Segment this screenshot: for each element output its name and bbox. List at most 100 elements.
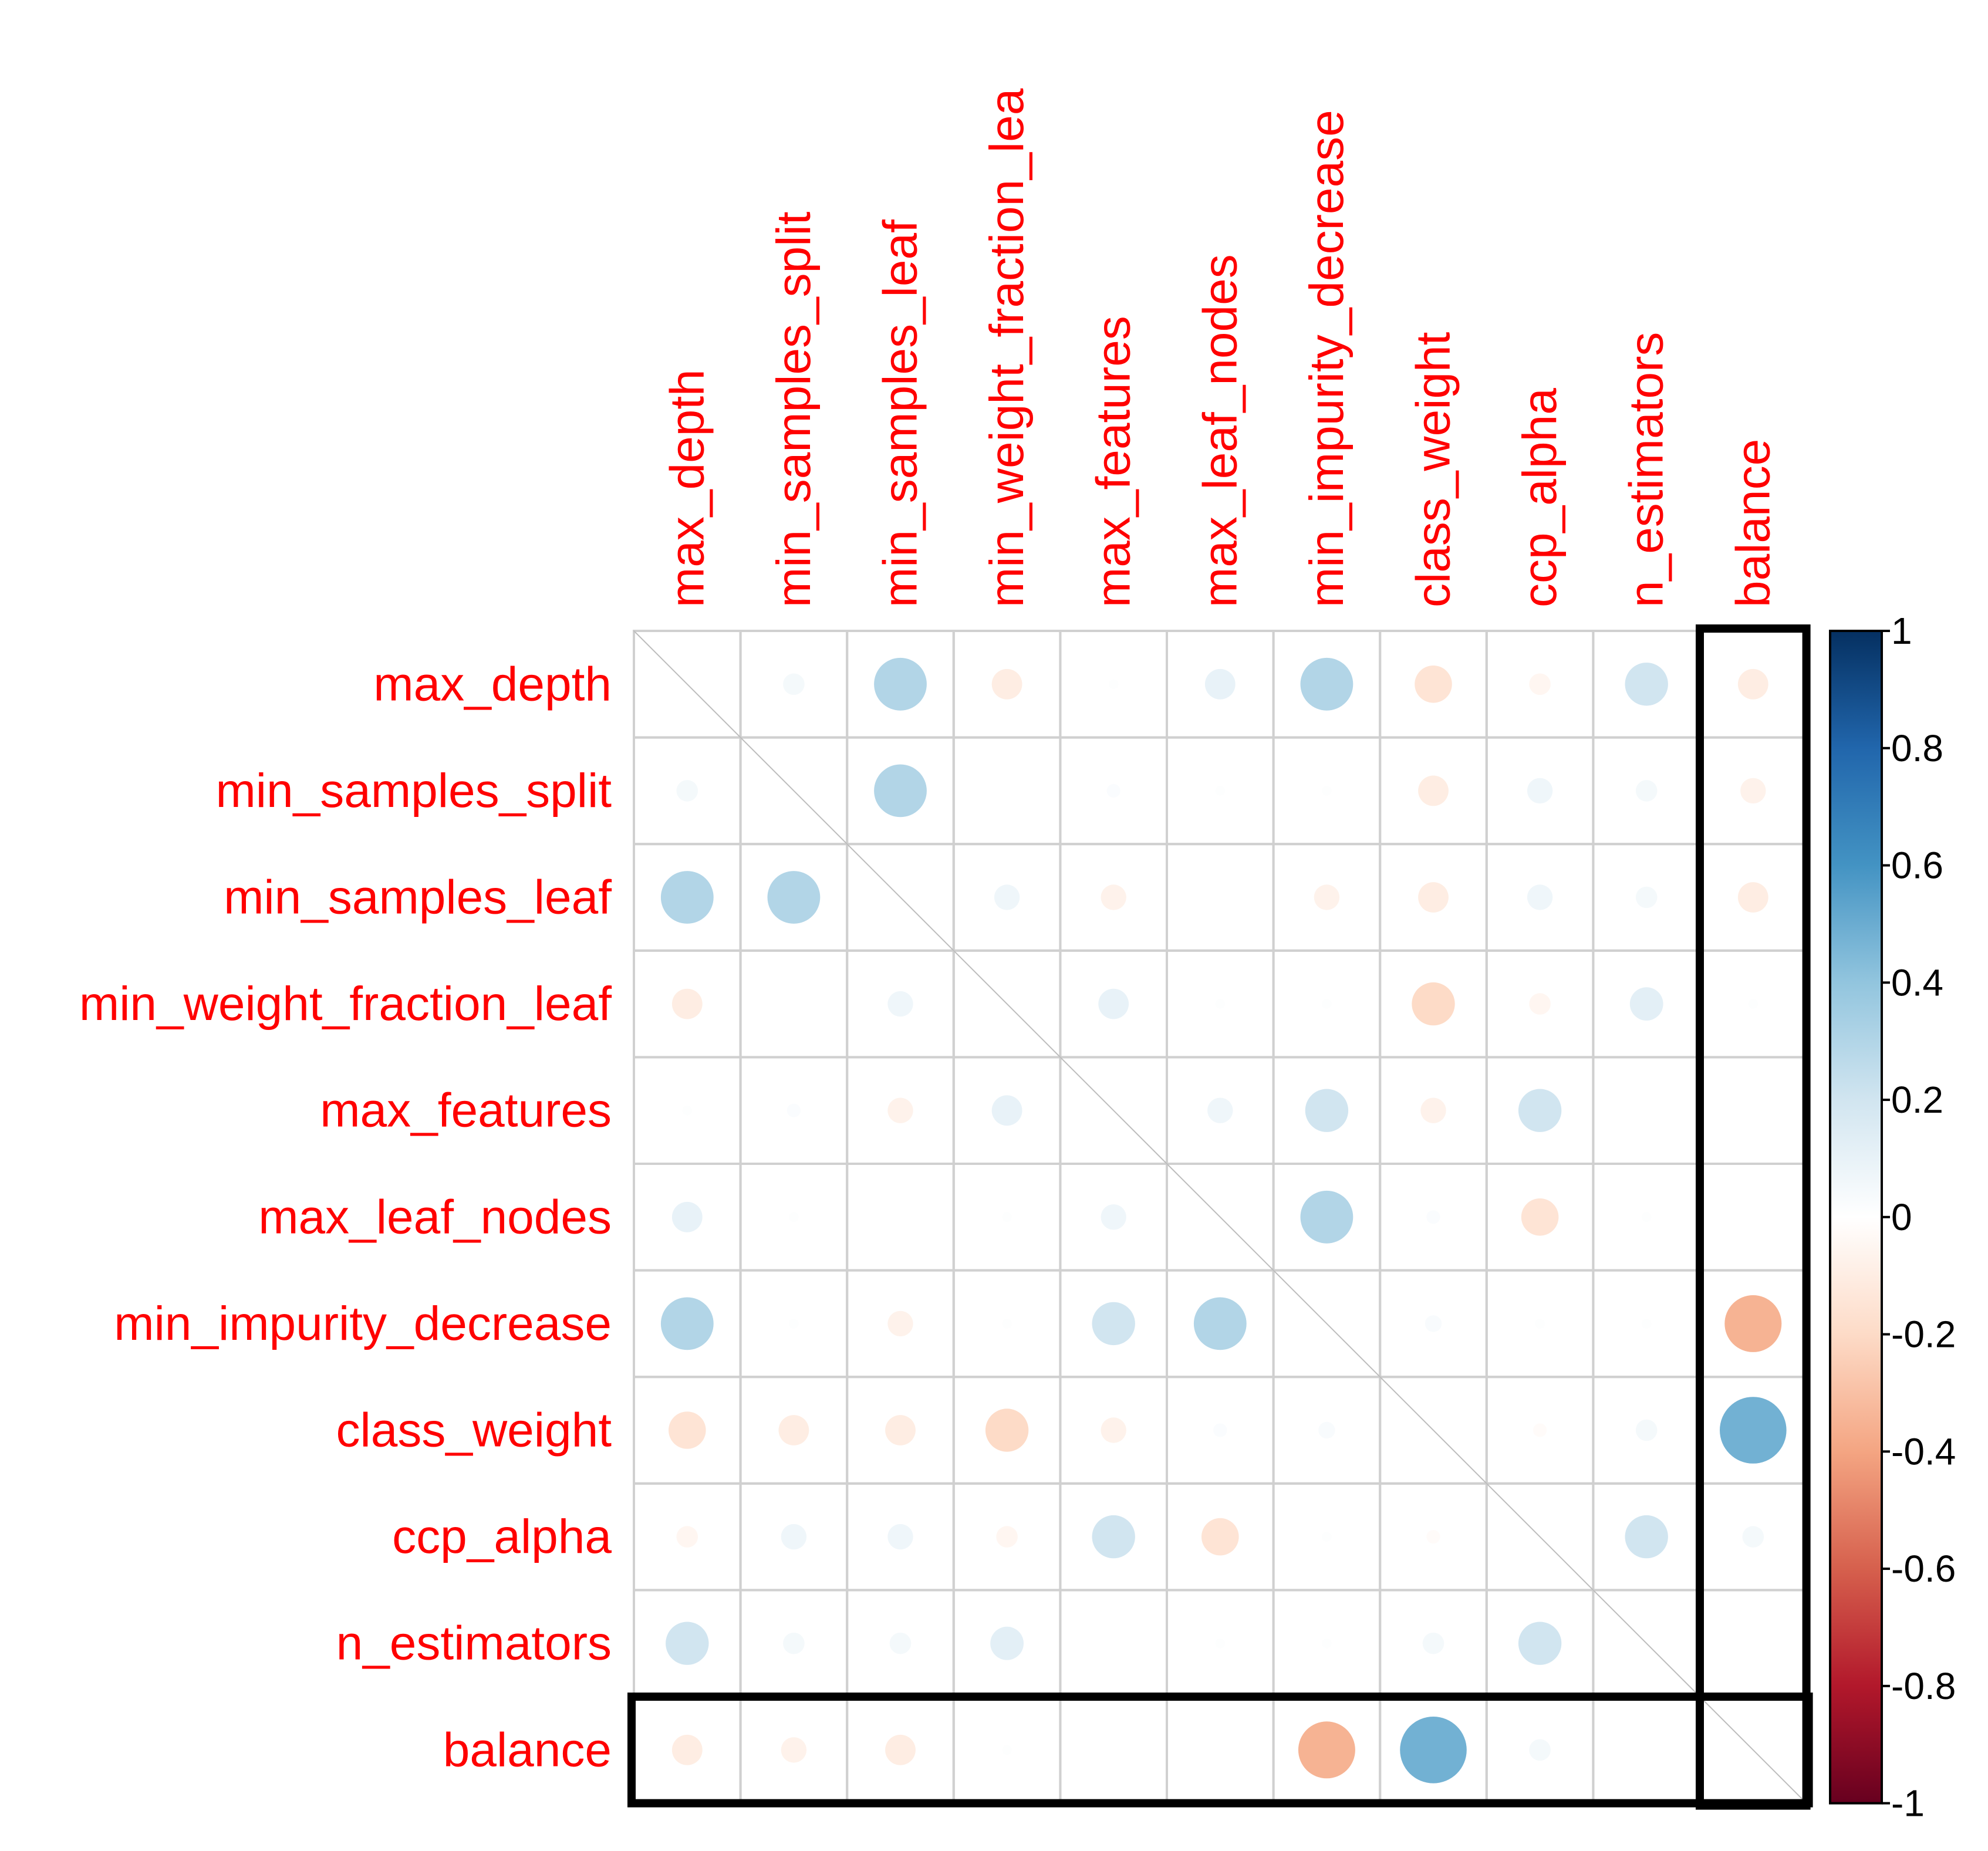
corr-circle-balance-min-impurity-decrease [1298, 1721, 1355, 1779]
corr-circle-min-samples-leaf-min-impurity-decrease [1314, 884, 1340, 910]
cell-n-estimators-balance [1699, 1589, 1808, 1698]
row-label-n-estimators: n_estimators [336, 1617, 612, 1670]
corr-circle-n-estimators-max-depth [666, 1622, 709, 1665]
corr-circle-ccp-alpha-min-impurity-decrease [1322, 1532, 1332, 1542]
corr-circle-max-features-min-weight-fraction-leaf [991, 1095, 1022, 1126]
corr-circle-max-leaf-nodes-class-weight [1426, 1210, 1440, 1224]
colorbar-tick-label: 1 [1891, 610, 1912, 652]
corr-circle-min-samples-split-class-weight [1418, 775, 1449, 806]
corr-circle-min-impurity-decrease-max-depth [660, 1297, 714, 1350]
corr-circle-class-weight-min-impurity-decrease [1318, 1421, 1335, 1439]
corr-circle-min-samples-leaf-ccp-alpha [1527, 884, 1553, 910]
column-label-n-estimators: n_estimators [1620, 332, 1673, 607]
column-labels: max_depth min_samples_split min_samples_le… [660, 88, 1780, 607]
row-label-max-depth: max_depth [373, 657, 612, 711]
row-label-ccp-alpha: ccp_alpha [392, 1510, 612, 1563]
corr-circle-balance-max-depth [671, 1734, 703, 1765]
corr-circle-class-weight-ccp-alpha [1533, 1423, 1547, 1437]
corr-circle-n-estimators-max-leaf-nodes [1215, 1639, 1225, 1649]
corr-circle-ccp-alpha-balance [1742, 1526, 1764, 1548]
corr-circle-class-weight-n-estimators [1635, 1419, 1658, 1441]
corr-circle-max-leaf-nodes-min-samples-split [789, 1212, 799, 1222]
corr-circle-min-impurity-decrease-min-weight-fraction-leaf [1002, 1319, 1012, 1329]
cell-min-weight-fraction-leaf-min-samples-split [739, 949, 849, 1059]
corr-circle-n-estimators-class-weight [1422, 1632, 1444, 1654]
corr-circle-min-weight-fraction-leaf-min-impurity-decrease [1322, 999, 1332, 1009]
corr-circle-min-samples-split-n-estimators [1635, 780, 1658, 802]
diagonal-line [1273, 1269, 1381, 1377]
corr-circle-min-impurity-decrease-min-samples-leaf [887, 1310, 913, 1337]
corr-circle-n-estimators-min-weight-fraction-leaf [990, 1626, 1024, 1660]
diagonal-line [953, 950, 1061, 1058]
column-label-min-weight-fraction-leaf: min_weight_fraction_lea [980, 88, 1034, 607]
corr-circle-ccp-alpha-max-leaf-nodes [1201, 1518, 1239, 1556]
corr-circle-ccp-alpha-min-weight-fraction-leaf [996, 1526, 1018, 1548]
corr-circle-min-samples-split-max-leaf-nodes [1215, 786, 1225, 796]
corr-circle-min-samples-split-min-samples-leaf [874, 764, 927, 818]
corr-circle-n-estimators-ccp-alpha [1518, 1622, 1562, 1665]
diagonal-line [1699, 1696, 1807, 1804]
row-label-min-weight-fraction-leaf: min_weight_fraction_leaf [79, 977, 612, 1031]
row-label-balance: balance [443, 1723, 612, 1776]
column-label-max-features: max_features [1087, 316, 1140, 607]
corr-circle-max-depth-n-estimators [1625, 663, 1668, 706]
corr-circle-n-estimators-min-impurity-decrease [1322, 1639, 1332, 1649]
corr-circle-max-depth-max-leaf-nodes [1204, 668, 1236, 700]
corr-circle-min-impurity-decrease-max-leaf-nodes [1193, 1297, 1247, 1350]
corr-circle-min-samples-split-max-depth [676, 780, 698, 802]
diagonal-line [633, 630, 741, 738]
corr-circle-min-weight-fraction-leaf-n-estimators [1629, 987, 1663, 1021]
corr-circle-min-impurity-decrease-max-features [1092, 1302, 1135, 1346]
diagonal-line [740, 737, 848, 845]
colorbar-tick-label: -0.2 [1891, 1313, 1956, 1356]
corr-circle-min-weight-fraction-leaf-max-leaf-nodes [1215, 999, 1225, 1009]
row-label-min-samples-leaf: min_samples_leaf [224, 871, 612, 924]
cell-max-features-n-estimators [1592, 1056, 1701, 1166]
row-labels: max_depth min_samples_split min_samples_le… [79, 657, 612, 1776]
corr-circle-class-weight-min-samples-leaf [885, 1415, 916, 1445]
cell-max-leaf-nodes-balance [1699, 1163, 1808, 1272]
corr-circle-max-depth-min-samples-split [783, 673, 805, 695]
column-label-balance: balance [1726, 439, 1780, 607]
corr-circle-max-leaf-nodes-ccp-alpha [1521, 1198, 1559, 1236]
corr-circle-balance-ccp-alpha [1529, 1739, 1551, 1761]
cell-n-estimators-max-features [1059, 1589, 1169, 1698]
corr-circle-class-weight-min-samples-split [778, 1415, 809, 1445]
corr-circle-min-samples-split-ccp-alpha [1527, 778, 1553, 804]
corr-circle-min-samples-split-max-features [1106, 783, 1120, 798]
corr-circle-max-depth-min-samples-leaf [874, 657, 927, 711]
diagonal-line [1166, 1163, 1274, 1271]
corr-circle-max-features-min-samples-leaf [887, 1097, 913, 1123]
corr-circle-min-weight-fraction-leaf-balance [1748, 999, 1758, 1009]
corr-circle-n-estimators-min-samples-split [783, 1632, 805, 1654]
corr-circle-max-leaf-nodes-min-impurity-decrease [1300, 1190, 1354, 1244]
corr-circle-class-weight-max-features [1101, 1417, 1126, 1443]
correlation-circles [660, 657, 1787, 1784]
colorbar-gradient [1829, 630, 1883, 1805]
cell-min-samples-leaf-max-leaf-nodes [1166, 843, 1275, 952]
corr-circle-class-weight-balance [1720, 1397, 1787, 1464]
diagonal-lines [633, 630, 1807, 1804]
corr-circle-balance-class-weight [1400, 1717, 1467, 1784]
corr-circle-min-samples-leaf-class-weight [1418, 882, 1449, 913]
cell-max-features-balance [1699, 1056, 1808, 1166]
corr-circle-ccp-alpha-max-features [1092, 1515, 1135, 1559]
colorbar-tick-label: 0.6 [1891, 845, 1943, 887]
corr-circle-max-depth-min-weight-fraction-leaf [991, 668, 1022, 700]
corr-circle-min-impurity-decrease-min-samples-split [789, 1319, 799, 1329]
colorbar-tick-label: -0.6 [1891, 1548, 1956, 1590]
diagonal-line [1592, 1589, 1700, 1697]
diagonal-line [1379, 1376, 1487, 1484]
colorbar-tick-label: -1 [1891, 1782, 1925, 1825]
balance-highlight-boxes [627, 624, 1813, 1810]
corr-circle-max-features-min-samples-split [787, 1103, 801, 1117]
colorbar: 1 0.8 0.6 0.4 0.2 0 -0.2 -0.4 -0.6 -0.8 -1 [1829, 610, 1956, 1825]
corr-circle-min-weight-fraction-leaf-class-weight [1412, 982, 1455, 1026]
corr-circle-ccp-alpha-class-weight [1426, 1530, 1440, 1544]
row-label-max-features: max_features [320, 1084, 612, 1137]
colorbar-tick-label: -0.4 [1891, 1430, 1956, 1472]
corr-circle-ccp-alpha-max-depth [676, 1526, 698, 1548]
corr-circle-class-weight-min-weight-fraction-leaf [985, 1408, 1029, 1452]
corr-circle-max-features-max-depth [682, 1106, 693, 1116]
column-label-class-weight: class_weight [1407, 332, 1460, 607]
